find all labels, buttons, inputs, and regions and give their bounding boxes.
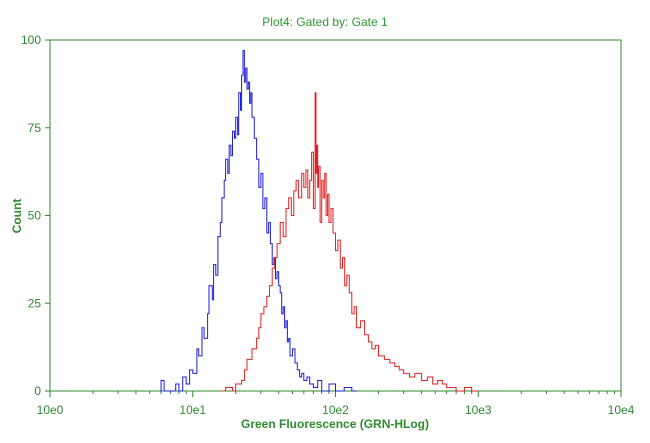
chart-title: Plot4: Gated by: Gate 1 <box>262 15 388 29</box>
y-tick-label: 75 <box>28 121 42 135</box>
series-line-2 <box>221 92 479 392</box>
y-tick-label: 0 <box>34 384 41 398</box>
x-tick-label: 10e3 <box>465 403 492 417</box>
y-axis-title: Count <box>10 199 24 234</box>
series-layer <box>160 50 479 392</box>
y-axis: 0 25 50 75 100 <box>21 33 50 398</box>
series-line-1 <box>160 50 357 392</box>
x-axis: 10e0 10e1 10e2 10e3 10e4 <box>37 391 635 417</box>
y-tick-label: 25 <box>28 296 42 310</box>
x-tick-label: 10e0 <box>37 403 64 417</box>
x-tick-label: 10e4 <box>608 403 635 417</box>
y-tick-label: 50 <box>28 209 42 223</box>
x-tick-label: 10e2 <box>322 403 349 417</box>
y-tick-label: 100 <box>21 33 41 47</box>
x-tick-label: 10e1 <box>179 403 206 417</box>
x-axis-title: Green Fluorescence (GRN-HLog) <box>241 417 429 431</box>
plot-area <box>49 39 622 392</box>
